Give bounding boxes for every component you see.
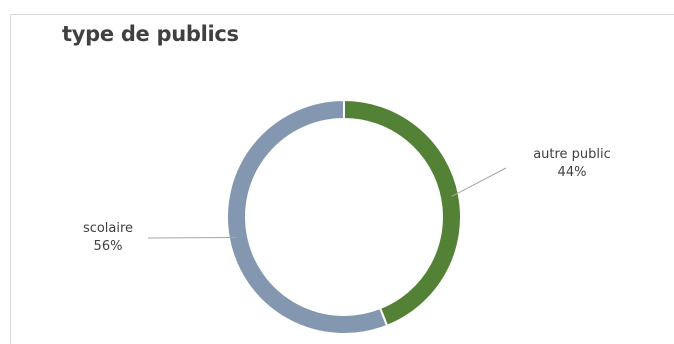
chart-title: type de publics <box>62 22 239 46</box>
chart-frame <box>10 14 674 344</box>
slice-value-label: 56% <box>94 239 123 254</box>
slice-value-label: 44% <box>558 165 587 180</box>
donut-slice-autre-public <box>343 98 462 328</box>
donut-slice-scolaire <box>226 98 389 335</box>
slice-label: autre public <box>533 147 611 162</box>
slice-label: scolaire <box>83 221 133 236</box>
leader-line <box>451 167 507 197</box>
